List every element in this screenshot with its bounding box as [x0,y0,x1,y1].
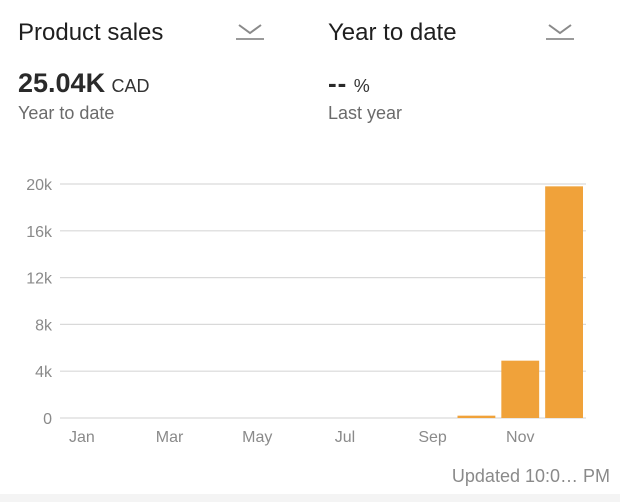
x-tick-label: Jan [69,429,95,446]
bottom-divider [0,494,620,502]
change-metric: -- % Last year [328,68,402,124]
x-tick-label: May [242,429,272,446]
sales-metric: 25.04K CAD Year to date [18,68,150,124]
change-value: -- [328,68,348,98]
period-selector[interactable]: Year to date [328,0,576,46]
x-tick-label: Mar [156,429,184,446]
metric-selector-label: Product sales [18,19,164,46]
change-unit: % [353,76,370,96]
y-tick-label: 8k [35,317,53,334]
y-tick-label: 20k [26,177,53,194]
sales-caption: Year to date [18,103,115,123]
sales-bar-chart: 0 4k 8k 12k 16k 20k Jan Mar May Jul Sep Nov [26,177,586,446]
period-selector-label: Year to date [328,19,457,46]
y-tick-label: 0 [43,411,52,428]
sales-value: 25.04K [18,68,106,98]
change-caption: Last year [328,103,403,123]
y-tick-label: 4k [35,364,53,381]
x-tick-label: Sep [418,429,447,446]
bar-dec[interactable] [545,186,583,418]
bar-oct[interactable] [457,415,496,418]
bar-nov[interactable] [501,360,540,418]
y-tick-label: 16k [26,224,53,241]
chevron-down-icon[interactable] [234,17,266,41]
sales-unit: CAD [111,76,150,96]
metric-selector[interactable]: Product sales [18,0,266,46]
chevron-down-icon[interactable] [544,17,576,41]
x-tick-label: Jul [335,429,355,446]
updated-timestamp: Updated 10:0… PM [451,466,610,486]
x-tick-label: Nov [506,429,534,446]
y-tick-label: 12k [26,271,53,288]
